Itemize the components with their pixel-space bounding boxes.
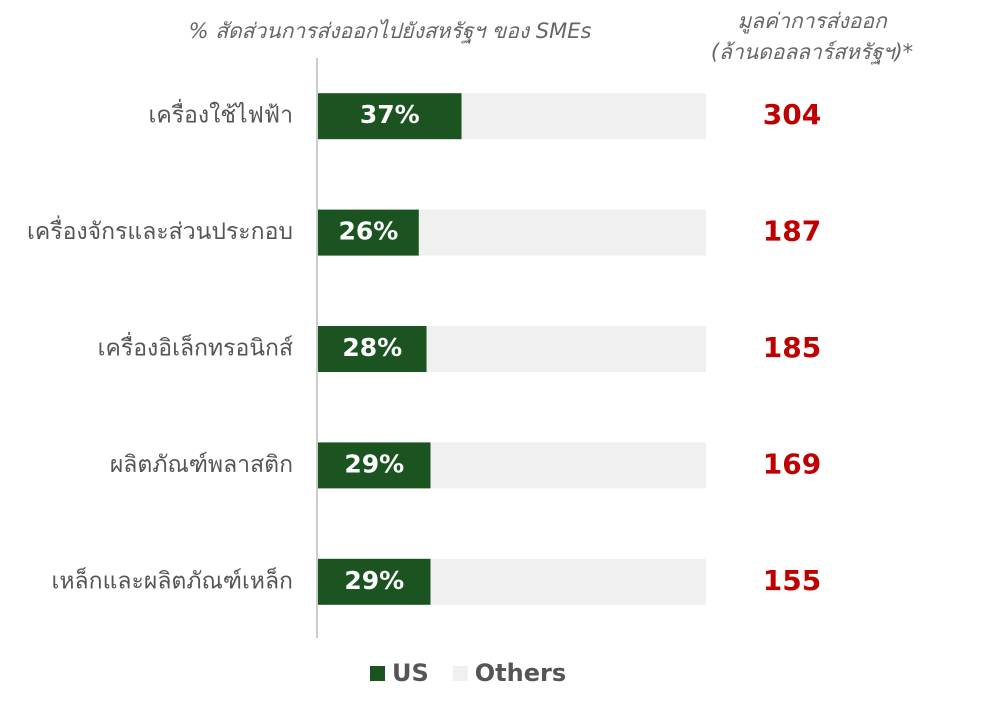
legend-swatch [370, 666, 385, 681]
bar-segment [318, 326, 427, 372]
chart-title: % สัดส่วนการส่งออกไปยังสหรัฐฯ ของ SMEs [189, 19, 592, 44]
legend-label: US [392, 659, 429, 687]
bar-segment [318, 558, 431, 605]
y-tick-label: เครื่องใช้ไฟฟ้า [148, 99, 293, 129]
value-column-title: มูลค่าการส่งออก [737, 9, 888, 34]
bar-segment [418, 209, 706, 256]
y-tick-label: เครื่องอิเล็กทรอนิกส์ [98, 332, 293, 362]
export-value: 304 [763, 98, 821, 131]
legend-label: Others [475, 659, 566, 687]
bar-value-label: 28% [342, 333, 402, 362]
y-tick-label: ผลิตภัณฑ์พลาสติก [110, 451, 293, 478]
bar-segment [318, 209, 419, 256]
value-column-title: (ล้านดอลลาร์สหรัฐฯ)* [711, 40, 913, 65]
bar-segment [430, 558, 706, 605]
export-value: 185 [763, 331, 821, 364]
export-value: 155 [763, 564, 821, 597]
bar-segment [318, 93, 462, 140]
export-value: 169 [763, 447, 821, 480]
bar-value-label: 26% [339, 217, 399, 246]
y-tick-label: เครื่องจักรและส่วนประกอบ [27, 215, 293, 245]
export-value: 187 [763, 215, 821, 248]
bar-value-label: 29% [344, 449, 404, 478]
bar-value-label: 29% [344, 566, 404, 595]
legend-swatch [452, 666, 468, 681]
bar-segment [318, 442, 431, 489]
bar-value-label: 37% [360, 100, 420, 129]
bar-segment [461, 93, 706, 140]
bar-segment [426, 326, 706, 372]
y-tick-label: เหล็กและผลิตภัณฑ์เหล็ก [52, 565, 293, 594]
bar-segment [430, 442, 706, 489]
